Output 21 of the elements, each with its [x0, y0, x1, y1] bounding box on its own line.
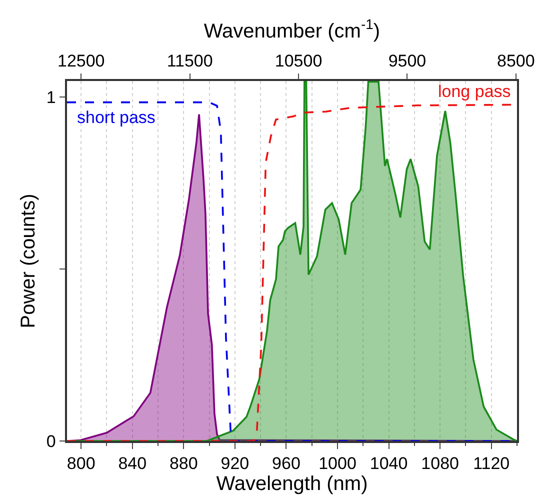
x-tick-label: 1080: [421, 454, 459, 474]
x-tick-label: 800: [66, 454, 96, 474]
y-tick-label: 1: [46, 88, 56, 108]
y-tick-label: 0: [46, 432, 56, 451]
x-tick-label: 960: [272, 454, 300, 474]
x2-tick-label: 12500: [57, 51, 105, 70]
x-tick-label: 1040: [370, 454, 408, 474]
x-tick-label: 1120: [473, 454, 510, 474]
x2-tick-label: 8500: [496, 51, 535, 70]
x2-axis-title: Wavenumber (cm$^{-1}$): [204, 16, 380, 42]
series-label: short pass: [77, 108, 156, 127]
x-axis-title: Wavelength (nm): [216, 473, 368, 496]
x-tick-label: 840: [118, 454, 147, 474]
x2-tick-label: 10500: [274, 51, 322, 70]
series-label: long pass: [438, 82, 511, 101]
x2-tick-label: 9500: [388, 51, 426, 70]
x-tick-label: 1000: [318, 454, 356, 474]
x-tick-label: 880: [169, 454, 198, 474]
x-tick-label: 920: [220, 454, 250, 474]
y-axis-title: Power (counts): [17, 194, 40, 328]
x2-tick-label: 11500: [166, 51, 213, 70]
